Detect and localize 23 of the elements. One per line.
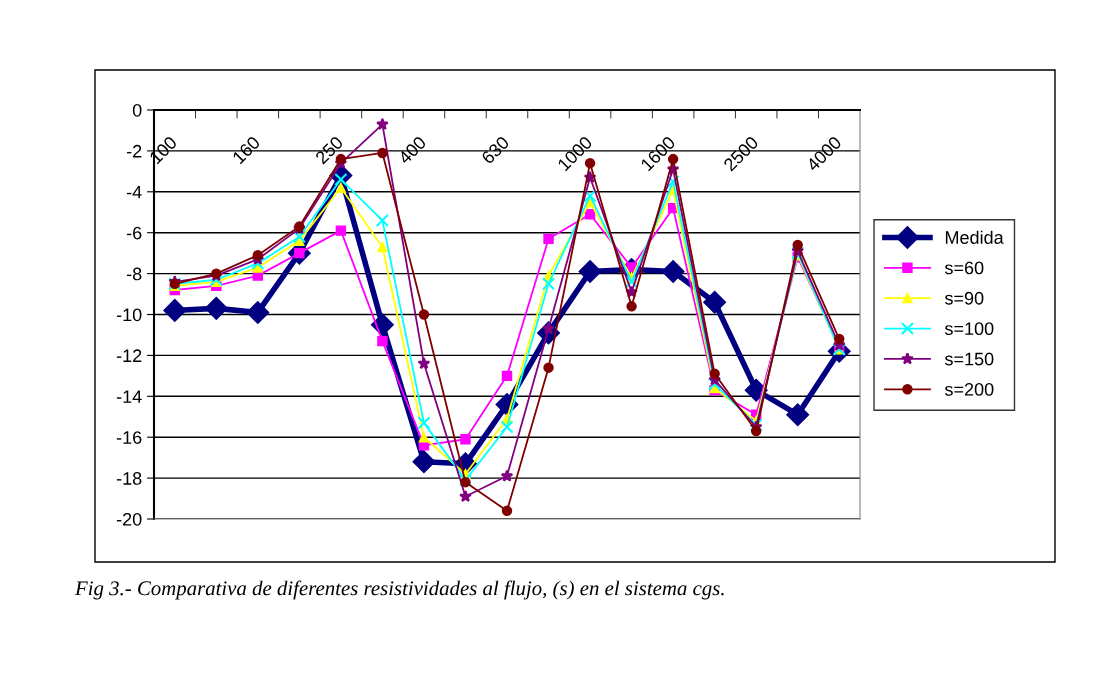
caption: Fig 3.- Comparativa de diferentes resistividades al flujo, (s) en el sistema cgs.	[74, 580, 724, 600]
x-tick-label: 160	[231, 135, 261, 165]
y-tick-label: -6	[126, 226, 142, 240]
legend-label: s=90	[944, 291, 984, 305]
y-tick-label: -4	[126, 185, 142, 199]
y-tick-label: -20	[116, 512, 142, 526]
x-tick-label: 400	[397, 135, 427, 165]
legend-label: s=150	[944, 352, 994, 366]
y-tick-label: -12	[116, 349, 142, 362]
y-tick-label: -14	[116, 390, 142, 403]
x-tick-label: 100	[148, 135, 178, 165]
y-tick-label: -16	[116, 431, 142, 444]
y-tick-label: -8	[126, 267, 142, 281]
legend-label: Medida	[945, 230, 1004, 244]
x-tick-label: 250	[314, 135, 344, 165]
legend-label: s=200	[944, 382, 994, 396]
legend-label: s=100	[944, 322, 994, 336]
y-tick-label: -10	[116, 308, 142, 322]
y-tick-label: -18	[116, 472, 142, 485]
y-tick-label: 0	[132, 103, 142, 117]
x-tick-label: 630	[480, 135, 510, 165]
legend-label: s=60	[944, 261, 984, 275]
y-tick-label: -2	[126, 144, 142, 158]
